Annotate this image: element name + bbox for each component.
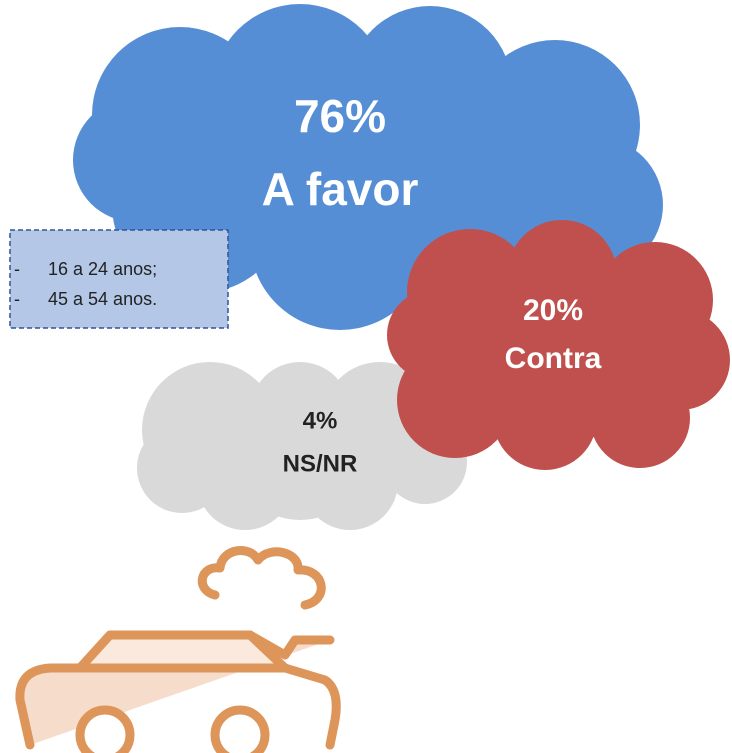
- note-item: 45 a 54 anos.: [48, 289, 157, 309]
- cloud-nsnr: [137, 362, 467, 530]
- cloud-label: A favor: [262, 163, 419, 215]
- cloud-contra: [387, 220, 730, 470]
- car-icon: [15, 546, 341, 753]
- note-bullet: -: [14, 259, 20, 279]
- note-item: 16 a 24 anos;: [48, 259, 157, 279]
- cloud-label: Contra: [505, 342, 602, 375]
- cloud-label: NS/NR: [283, 450, 358, 477]
- note-box: [9, 229, 229, 329]
- note-bullet: -: [14, 289, 20, 309]
- cloud-value: 4%: [303, 407, 338, 434]
- cloud-value: 76%: [294, 90, 386, 142]
- cloud-value: 20%: [523, 294, 583, 327]
